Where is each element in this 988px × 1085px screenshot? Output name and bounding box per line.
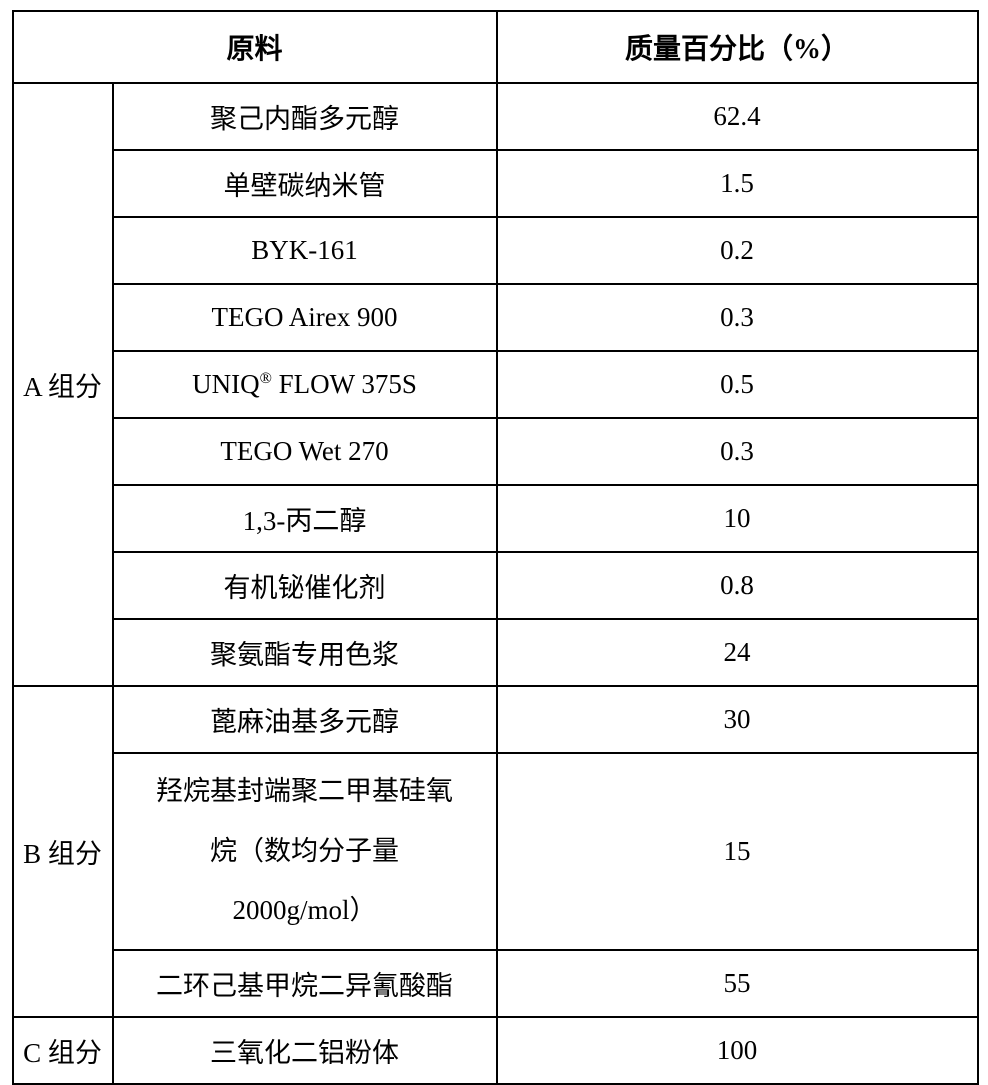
material-cell: BYK-161 (113, 217, 497, 284)
table-row: 单壁碳纳米管 1.5 (13, 150, 978, 217)
table-row: 二环己基甲烷二异氰酸酯 55 (13, 950, 978, 1017)
table-row: A 组分 聚己内酯多元醇 62.4 (13, 83, 978, 150)
value-cell: 30 (497, 686, 978, 753)
value-cell: 100 (497, 1017, 978, 1084)
material-cell: UNIQ® FLOW 375S (113, 351, 497, 418)
value-cell: 62.4 (497, 83, 978, 150)
material-cell: 蓖麻油基多元醇 (113, 686, 497, 753)
value-cell: 0.3 (497, 284, 978, 351)
group-a-label: A 组分 (13, 83, 113, 686)
material-cell: 单壁碳纳米管 (113, 150, 497, 217)
value-cell: 0.2 (497, 217, 978, 284)
table-row: TEGO Airex 900 0.3 (13, 284, 978, 351)
header-percent: 质量百分比（%） (497, 11, 978, 83)
table-row: B 组分 蓖麻油基多元醇 30 (13, 686, 978, 753)
table-row: TEGO Wet 270 0.3 (13, 418, 978, 485)
material-cell: 聚己内酯多元醇 (113, 83, 497, 150)
table-row: 有机铋催化剂 0.8 (13, 552, 978, 619)
table-row: BYK-161 0.2 (13, 217, 978, 284)
value-cell: 10 (497, 485, 978, 552)
value-cell: 0.5 (497, 351, 978, 418)
value-cell: 1.5 (497, 150, 978, 217)
material-cell: TEGO Wet 270 (113, 418, 497, 485)
material-cell: 三氧化二铝粉体 (113, 1017, 497, 1084)
material-cell: 有机铋催化剂 (113, 552, 497, 619)
table-header-row: 原料 质量百分比（%） (13, 11, 978, 83)
header-material: 原料 (13, 11, 497, 83)
value-cell: 15 (497, 753, 978, 950)
table-row: 1,3-丙二醇 10 (13, 485, 978, 552)
group-c-label: C 组分 (13, 1017, 113, 1084)
material-cell: 二环己基甲烷二异氰酸酯 (113, 950, 497, 1017)
table-row: 聚氨酯专用色浆 24 (13, 619, 978, 686)
group-b-label: B 组分 (13, 686, 113, 1017)
table-row: 羟烷基封端聚二甲基硅氧 烷（数均分子量 2000g/mol） 15 (13, 753, 978, 950)
composition-table: 原料 质量百分比（%） A 组分 聚己内酯多元醇 62.4 单壁碳纳米管 1.5… (12, 10, 979, 1085)
value-cell: 0.3 (497, 418, 978, 485)
table-row: C 组分 三氧化二铝粉体 100 (13, 1017, 978, 1084)
value-cell: 24 (497, 619, 978, 686)
value-cell: 55 (497, 950, 978, 1017)
composition-table-container: 原料 质量百分比（%） A 组分 聚己内酯多元醇 62.4 单壁碳纳米管 1.5… (12, 10, 977, 1085)
material-cell: 1,3-丙二醇 (113, 485, 497, 552)
material-cell: 羟烷基封端聚二甲基硅氧 烷（数均分子量 2000g/mol） (113, 753, 497, 950)
material-cell: 聚氨酯专用色浆 (113, 619, 497, 686)
value-cell: 0.8 (497, 552, 978, 619)
table-row: UNIQ® FLOW 375S 0.5 (13, 351, 978, 418)
material-cell: TEGO Airex 900 (113, 284, 497, 351)
